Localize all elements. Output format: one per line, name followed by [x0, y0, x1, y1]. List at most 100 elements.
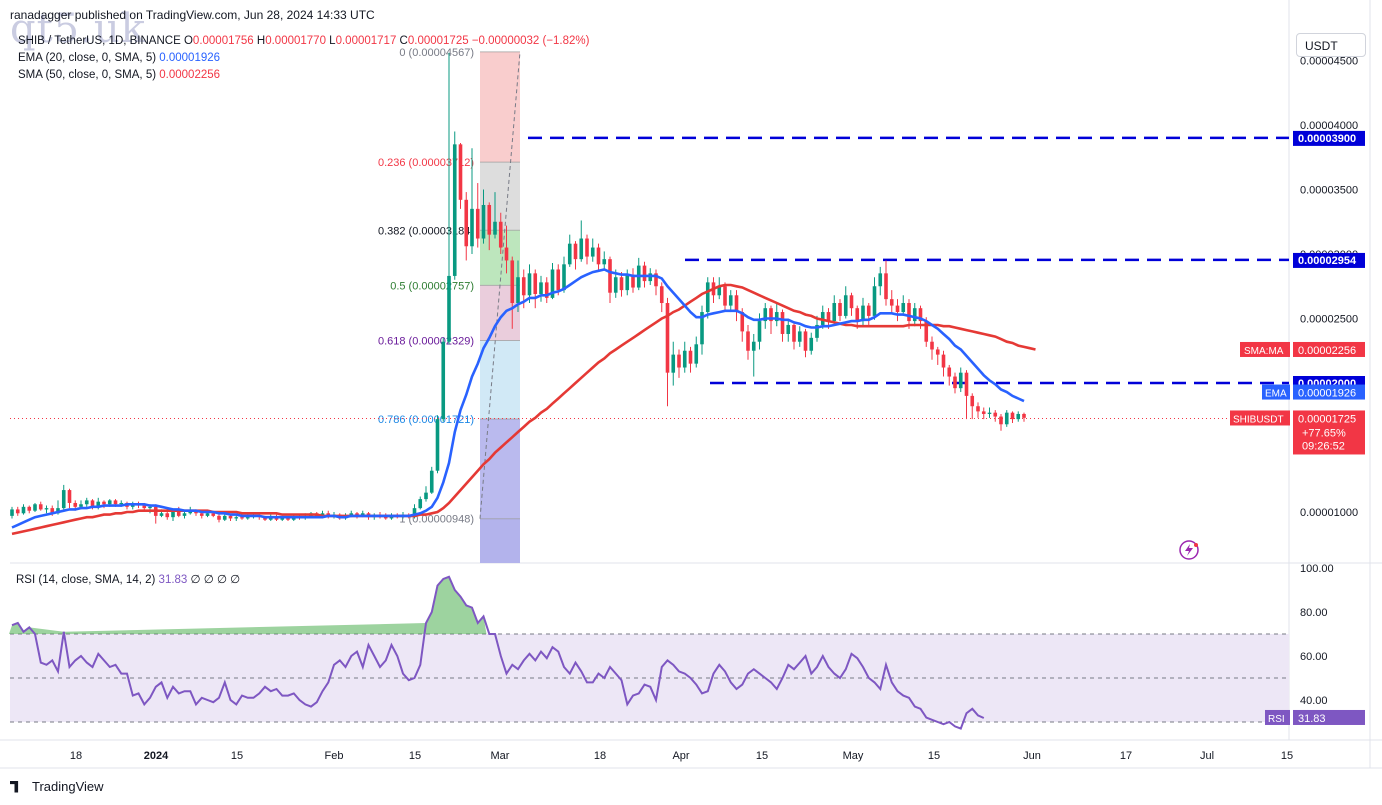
- candle-body: [38, 504, 43, 510]
- fib-level-label: 0.618 (0.00002329): [378, 336, 474, 348]
- candle-body: [694, 344, 699, 364]
- candle-body: [475, 208, 480, 239]
- candle-body: [159, 513, 164, 516]
- candle-body: [429, 470, 434, 493]
- candle-body: [843, 295, 848, 316]
- candle-body: [96, 501, 101, 507]
- candle-body: [930, 341, 934, 350]
- time-tick-label: 2024: [144, 750, 169, 762]
- level-tag-bg: [1293, 252, 1365, 268]
- candle-body: [119, 502, 124, 505]
- candle-body: [590, 247, 595, 257]
- fib-zone: [480, 162, 520, 231]
- candle-body: [671, 354, 676, 373]
- candle-body: [809, 337, 814, 351]
- candle-body: [907, 303, 911, 322]
- ema-line: [11, 268, 1025, 529]
- time-tick-label: 15: [231, 750, 243, 762]
- candle-body: [981, 411, 986, 414]
- symbol-tag-bg: [1230, 410, 1290, 426]
- candle-body: [90, 500, 95, 507]
- candle-body: [987, 412, 992, 414]
- candle-body: [832, 303, 837, 322]
- candle-body: [872, 286, 877, 316]
- candle-body: [786, 324, 791, 334]
- candle-body: [50, 508, 55, 514]
- time-tick-label: Feb: [325, 750, 344, 762]
- candle-body: [355, 513, 359, 516]
- symbol-tag-label: SHIBUSDT: [1233, 414, 1284, 425]
- fib-trend-line: [479, 51, 521, 519]
- candle-body: [205, 513, 210, 516]
- tradingview-logo[interactable]: TradingView: [10, 779, 104, 794]
- candle-body: [171, 510, 175, 518]
- candle-body: [677, 354, 681, 368]
- candle-body: [510, 260, 515, 304]
- candle-body: [654, 273, 658, 287]
- candle-body: [544, 282, 549, 298]
- candle-body: [866, 305, 871, 316]
- candle-body: [493, 221, 497, 235]
- lightning-icon: [1179, 540, 1199, 560]
- candle-body: [941, 354, 946, 368]
- level-tag-label: 0.00003900: [1298, 133, 1356, 145]
- ema-value: 0.00001926: [159, 52, 221, 64]
- candle-body: [498, 221, 503, 248]
- level-tag-label: 0.00002954: [1298, 255, 1357, 267]
- time-tick-label: 18: [594, 750, 606, 762]
- candle-body: [107, 500, 112, 505]
- watermark: qt5.uk: [10, 6, 146, 52]
- candle-body: [613, 277, 618, 293]
- rsi-value-tag: 31.83: [1298, 713, 1326, 725]
- rsi-legend[interactable]: RSI (14, close, SMA, 14, 2) 31.83 ∅ ∅ ∅ …: [16, 572, 240, 586]
- currency-button[interactable]: USDT: [1296, 33, 1366, 57]
- candle-body: [970, 395, 975, 407]
- ema-label: EMA (20, close, 0, SMA, 5): [18, 52, 157, 64]
- fib-zone: [480, 518, 520, 563]
- time-tick-label: 15: [756, 750, 768, 762]
- ema-legend[interactable]: EMA (20, close, 0, SMA, 5) 0.00001926: [18, 52, 220, 64]
- candle-body: [717, 286, 722, 296]
- symbol-name[interactable]: SHIB / TetherUS, 1D, BINANCE: [18, 35, 181, 47]
- candle-body: [838, 303, 842, 316]
- candle-body: [723, 286, 727, 306]
- rsi-tick-label: 60.00: [1300, 651, 1328, 663]
- low-label: L: [329, 35, 336, 47]
- fib-level-label: 0.382 (0.00003184): [378, 225, 474, 237]
- candle-body: [792, 324, 796, 342]
- candle-body: [211, 513, 216, 516]
- candle-body: [562, 264, 566, 291]
- candle-body: [182, 513, 187, 516]
- fib-level-label: 0.5 (0.00002757): [390, 280, 474, 292]
- tradingview-icon: [10, 780, 19, 793]
- candle-body: [964, 372, 969, 396]
- candle-body: [585, 238, 589, 257]
- price-tick-label: 0.00004500: [1300, 56, 1358, 68]
- candle-body: [539, 282, 543, 294]
- fib-level-label: 0.236 (0.00003712): [378, 157, 474, 169]
- candle-body: [596, 247, 601, 265]
- candle-body: [665, 303, 670, 373]
- candle-body: [855, 308, 860, 322]
- candle-body: [27, 506, 32, 511]
- candle-body: [527, 273, 532, 296]
- sma-legend[interactable]: SMA (50, close, 0, SMA, 5) 0.00002256: [18, 69, 220, 81]
- candle-body: [504, 247, 509, 261]
- candle-body: [412, 508, 417, 518]
- open-label: O: [183, 35, 193, 47]
- rsi-label: RSI (14, close, SMA, 14, 2): [16, 574, 156, 586]
- candle-body: [228, 515, 233, 519]
- rsi-overbought-fill: [9, 576, 487, 634]
- time-tick-label: 15: [1281, 750, 1293, 762]
- time-tick-label: 15: [928, 750, 940, 762]
- candle-body: [878, 273, 883, 287]
- candle-body: [953, 376, 957, 389]
- time-tick-label: 15: [409, 750, 421, 762]
- candle-body: [924, 321, 929, 342]
- candle-body: [1016, 413, 1021, 420]
- candle-body: [113, 500, 118, 505]
- rsi-line: [11, 575, 985, 730]
- rsi-tag-label: RSI: [1268, 714, 1285, 725]
- candle-body: [631, 274, 635, 288]
